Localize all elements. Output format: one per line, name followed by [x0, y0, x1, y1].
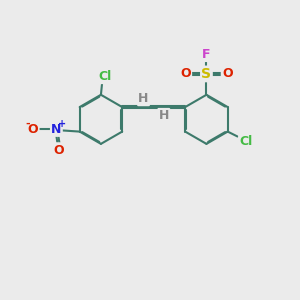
Text: O: O: [180, 68, 191, 80]
Text: O: O: [53, 143, 64, 157]
Text: O: O: [222, 68, 232, 80]
Text: H: H: [159, 109, 169, 122]
Text: S: S: [201, 67, 212, 81]
Text: N: N: [51, 123, 62, 136]
Text: Cl: Cl: [239, 135, 253, 148]
Text: H: H: [138, 92, 149, 105]
Text: O: O: [28, 123, 38, 136]
Text: F: F: [202, 48, 211, 61]
Text: +: +: [58, 119, 66, 129]
Text: -: -: [25, 119, 30, 129]
Text: Cl: Cl: [98, 70, 111, 83]
